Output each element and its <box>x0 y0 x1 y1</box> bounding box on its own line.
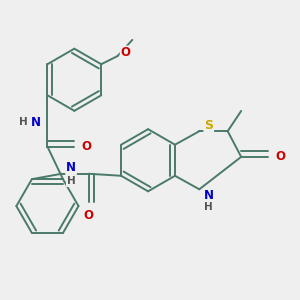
Text: H: H <box>204 202 213 212</box>
Text: O: O <box>121 46 130 59</box>
Text: S: S <box>204 119 213 132</box>
Text: H: H <box>19 117 28 127</box>
Text: O: O <box>82 140 92 153</box>
Text: O: O <box>84 208 94 222</box>
Text: N: N <box>31 116 41 129</box>
Text: H: H <box>67 176 76 186</box>
Text: O: O <box>275 150 285 164</box>
Text: N: N <box>204 189 214 202</box>
Text: N: N <box>66 161 76 174</box>
